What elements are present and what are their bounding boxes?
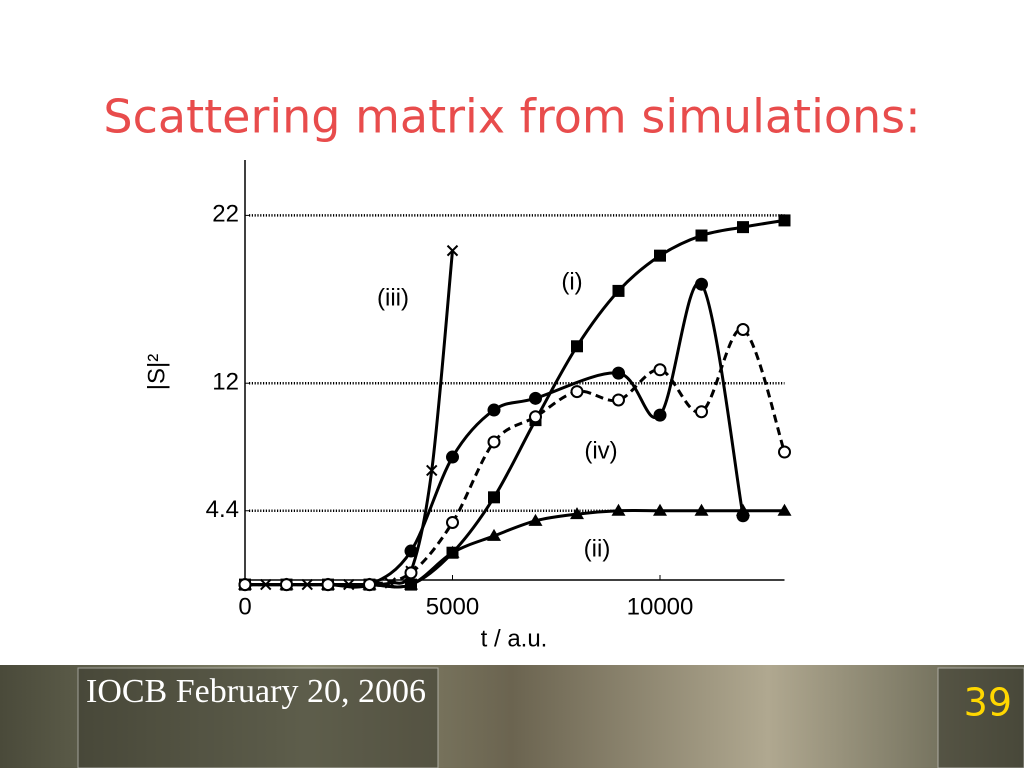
marker bbox=[404, 566, 418, 580]
y-tick-label: 22 bbox=[212, 201, 239, 228]
marker bbox=[529, 391, 542, 405]
x-axis-label: t / a.u. bbox=[481, 625, 548, 652]
marker bbox=[654, 249, 666, 262]
marker bbox=[611, 503, 626, 516]
marker bbox=[445, 545, 460, 558]
marker bbox=[736, 323, 750, 337]
marker bbox=[260, 578, 272, 591]
series-label: (iv) bbox=[584, 437, 617, 464]
marker bbox=[487, 403, 501, 417]
marker bbox=[777, 503, 792, 516]
marker bbox=[487, 528, 501, 541]
marker bbox=[404, 577, 418, 590]
marker bbox=[529, 410, 542, 424]
marker bbox=[695, 405, 708, 419]
page-number: 39 bbox=[964, 681, 1012, 725]
marker bbox=[653, 408, 667, 422]
marker bbox=[426, 464, 438, 477]
marker bbox=[737, 221, 749, 234]
marker bbox=[694, 503, 709, 516]
marker bbox=[612, 393, 625, 407]
footer-wrap: IOCB February 20, 2006 bbox=[86, 673, 426, 710]
series-label: (iii) bbox=[377, 284, 409, 311]
lines bbox=[245, 218, 786, 589]
marker bbox=[301, 578, 313, 591]
plot: 4.4 12 22 0 5000 10000 t / a.u. |S|² (i) (ii) (iii… bbox=[143, 160, 792, 652]
marker bbox=[528, 513, 543, 526]
marker bbox=[488, 491, 500, 504]
slide-title: Scattering matrix from simulations: bbox=[103, 90, 920, 144]
marker bbox=[695, 277, 708, 291]
marker bbox=[404, 544, 418, 558]
marker bbox=[612, 284, 625, 297]
series-line bbox=[245, 250, 454, 587]
marker bbox=[363, 578, 376, 592]
marker bbox=[653, 363, 667, 377]
marker bbox=[653, 503, 667, 516]
marker bbox=[238, 578, 252, 592]
marker bbox=[343, 578, 355, 591]
y-axis-label: |S|² bbox=[143, 354, 170, 390]
series-label: (ii) bbox=[584, 535, 611, 562]
y-tick-label: 12 bbox=[212, 369, 239, 396]
marker bbox=[570, 385, 584, 399]
footer-box bbox=[77, 667, 439, 769]
footer-text: IOCB February 20, 2006 bbox=[86, 673, 426, 710]
y-tick-label: 4.4 bbox=[206, 496, 239, 523]
marker bbox=[446, 516, 459, 530]
marker bbox=[280, 578, 293, 592]
x-tick-label: 5000 bbox=[426, 593, 479, 620]
x-tick-label: 10000 bbox=[627, 593, 694, 620]
marker bbox=[321, 578, 335, 592]
series-line bbox=[245, 281, 745, 589]
series-line bbox=[245, 327, 786, 587]
marker bbox=[612, 366, 625, 380]
marker bbox=[446, 244, 459, 257]
marker bbox=[487, 435, 501, 449]
marker bbox=[570, 507, 584, 520]
marker bbox=[778, 214, 791, 227]
marker bbox=[571, 340, 583, 353]
series-line bbox=[245, 509, 785, 589]
marker bbox=[384, 577, 396, 589]
series-label: (i) bbox=[561, 268, 582, 295]
marker bbox=[446, 450, 459, 464]
marker bbox=[778, 445, 791, 459]
marker bbox=[736, 509, 750, 523]
x-tick-label: 0 bbox=[238, 593, 251, 620]
marker bbox=[695, 229, 708, 242]
